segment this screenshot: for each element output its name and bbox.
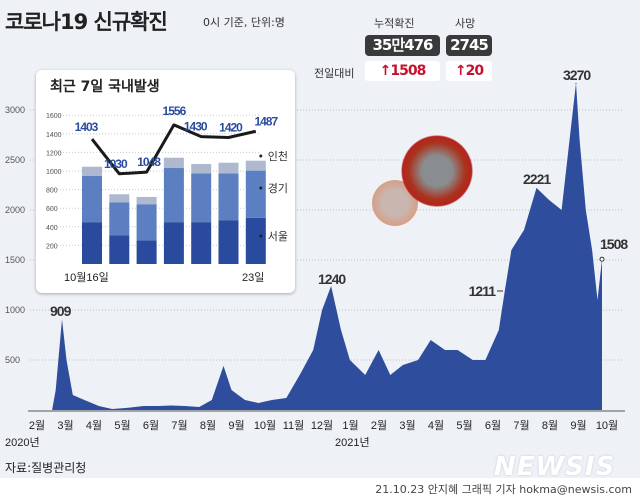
bar-인천 (136, 196, 157, 205)
inset-y-tick-label: 1000 (46, 169, 62, 176)
legend-label: 경기 (268, 182, 288, 195)
inset-y-tick-label: 800 (46, 188, 58, 195)
year-label-2021: 2021년 (335, 436, 370, 449)
x-tick-label: 3월 (399, 419, 415, 432)
y-tick-label: 500 (5, 355, 20, 365)
bar-인천 (191, 164, 212, 174)
bar-인천 (218, 162, 239, 174)
cumulative-label: 누적확진 (374, 17, 415, 30)
x-tick-label: 2월 (371, 419, 387, 432)
bar-경기 (245, 170, 266, 218)
x-tick-label: 5월 (114, 419, 130, 432)
total-line (90, 123, 257, 176)
subtitle: 0시 기준, 단위:명 (203, 16, 285, 29)
inset-y-tick-label: 400 (46, 225, 58, 232)
inset-x-label-end: 23일 (242, 270, 264, 284)
bar-인천 (109, 194, 130, 203)
year-label-2020: 2020년 (5, 436, 40, 449)
bar-서울 (136, 240, 157, 264)
bar-인천 (82, 166, 102, 177)
bar-인천 (163, 157, 184, 169)
x-tick-label: 12월 (311, 419, 333, 432)
legend-label: 서울 (268, 230, 288, 243)
credit-text: 21.10.23 안지혜 그래픽 기자 hokma@newsis.com (375, 483, 632, 496)
inset-chart: 200 400 600 800 1000 1200 1400 1600 1403 1030 1048… (46, 104, 288, 284)
x-tick-label: 5월 (456, 419, 472, 432)
legend-dot (259, 154, 263, 158)
inset-title: 최근 7일 국내발생 (50, 79, 160, 95)
inset-y-tick-label: 1200 (46, 150, 62, 157)
x-tick-label: 3월 (57, 419, 73, 432)
x-tick-label: 6월 (485, 419, 501, 432)
change-label: 전일대비 (314, 67, 355, 80)
bar-경기 (82, 176, 102, 223)
y-tick-label: 3000 (5, 105, 25, 115)
x-tick-label: 9월 (228, 419, 244, 432)
cases-area (52, 83, 603, 410)
annotation-label: 1240 (318, 271, 346, 287)
deaths-label: 사망 (455, 17, 476, 30)
x-tick-label: 1월 (342, 419, 358, 432)
total-line-label: 1048 (137, 155, 161, 169)
deaths-change: ↑20 (446, 61, 492, 81)
y-tick-label: 2000 (5, 205, 25, 215)
x-tick-label: 7월 (513, 419, 529, 432)
x-tick-label: 10월 (596, 419, 618, 432)
main-chart: 500 1000 1500 2000 2500 3000 2월 3월 4월 5월 6월 7월 8월 9월 1… (5, 67, 629, 449)
page-title: 코로나19 신규확진 (5, 10, 168, 34)
x-tick-label: 10월 (254, 419, 276, 432)
bar-서울 (109, 235, 130, 264)
latest-point-marker (599, 256, 605, 262)
x-tick-label: 8월 (542, 419, 558, 432)
x-tick-label: 4월 (86, 419, 102, 432)
bar-서울 (245, 217, 266, 264)
total-line-label: 1430 (184, 120, 208, 134)
legend-label: 인천 (268, 149, 288, 163)
bar-경기 (218, 173, 239, 221)
x-tick-label: 4월 (428, 419, 444, 432)
x-tick-label: 8월 (200, 419, 216, 432)
x-tick-label: 11월 (283, 419, 305, 432)
total-line-label: 1487 (254, 114, 278, 128)
inset-y-tick-label: 600 (46, 206, 58, 213)
y-tick-label: 1500 (5, 255, 25, 265)
bar-서울 (218, 220, 239, 264)
bar-서울 (163, 222, 184, 264)
total-line-label: 1420 (219, 121, 243, 135)
bar-서울 (82, 222, 102, 264)
inset-y-tick-label: 1400 (46, 132, 62, 139)
inset-y-tick-label: 200 (46, 243, 58, 250)
virus-illustration-large (401, 135, 473, 207)
inset-x-label-start: 10월16일 (64, 270, 109, 284)
cumulative-change: ↑1508 (365, 61, 440, 81)
y-tick-label: 2500 (5, 155, 25, 165)
x-tick-label: 2월 (29, 419, 45, 432)
total-line-label: 1403 (75, 120, 99, 134)
total-line-label: 1030 (104, 157, 128, 171)
deaths-value: 2745 (446, 35, 492, 56)
bar-서울 (191, 222, 212, 264)
cumulative-value: 35만476 (365, 35, 440, 56)
bar-경기 (163, 168, 184, 223)
bar-경기 (191, 173, 212, 223)
bar-인천 (245, 160, 266, 171)
annotation-label: 1211 (469, 283, 497, 299)
newsis-logo: NEWSIS (494, 452, 616, 482)
legend-dot (259, 234, 263, 238)
bar-경기 (136, 204, 157, 241)
total-line-label: 1556 (163, 104, 187, 118)
x-tick-label: 9월 (570, 419, 586, 432)
annotation-label: 1508 (600, 236, 628, 252)
inset-panel: 최근 7일 국내발생 200 400 600 800 1000 1200 1400 1600 1… (36, 70, 295, 293)
x-tick-label: 7월 (171, 419, 187, 432)
bar-경기 (109, 202, 130, 236)
source-text: 자료:질병관리청 (5, 461, 87, 475)
inset-y-tick-label: 1600 (46, 113, 62, 120)
annotation-label: 3270 (563, 67, 591, 83)
annotation-label: 909 (50, 303, 72, 319)
x-tick-label: 6월 (143, 419, 159, 432)
annotation-label: 2221 (523, 171, 551, 187)
legend-dot (259, 186, 263, 190)
y-tick-label: 1000 (5, 305, 25, 315)
